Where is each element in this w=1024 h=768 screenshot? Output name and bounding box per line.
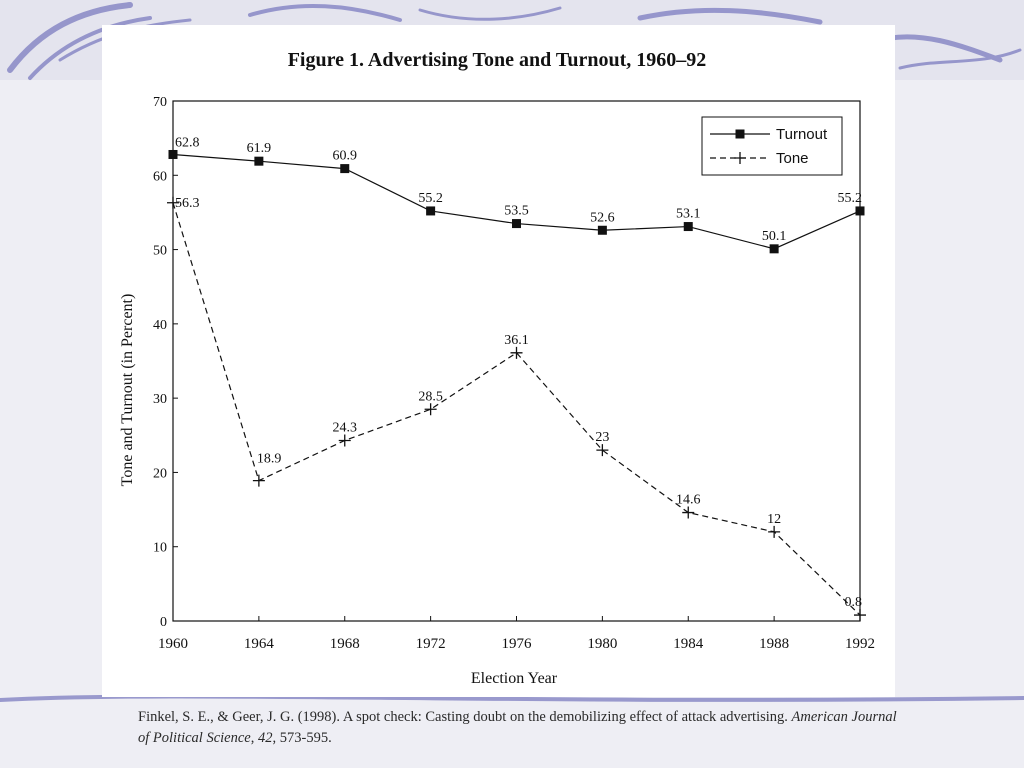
x-tick-label: 1980: [587, 636, 617, 652]
x-tick-label: 1972: [416, 636, 446, 652]
citation-journal: American Journal of Political Science: [138, 709, 897, 746]
legend: Turnout Tone: [701, 116, 843, 176]
data-label: 23: [595, 430, 609, 445]
series-tone: 56.3 18.9 24.3 28.5 36.1 23 14.6 12 0.8: [167, 196, 866, 622]
chart-title: Figure 1. Advertising Tone and Turnout, …: [288, 49, 707, 71]
data-label: 18.9: [257, 452, 282, 467]
x-tick-label: 1984: [673, 636, 704, 652]
data-point: [254, 156, 264, 166]
data-label: 61.9: [247, 141, 272, 156]
data-point: [596, 444, 609, 457]
x-tick-label: 1968: [330, 636, 360, 652]
data-label: 55.2: [418, 191, 443, 206]
data-label: 56.3: [175, 196, 200, 211]
data-point: [769, 244, 779, 254]
data-point: [510, 346, 523, 359]
data-point: [168, 149, 178, 159]
data-label: 12: [767, 512, 781, 527]
data-label: 28.5: [418, 389, 443, 404]
y-tick-label: 20: [153, 466, 167, 481]
x-axis-label: Election Year: [471, 670, 558, 687]
data-label: 60.9: [333, 149, 358, 164]
citation: Finkel, S. E., & Geer, J. G. (1998). A s…: [138, 707, 898, 749]
data-point: [768, 525, 781, 538]
data-point: [340, 164, 350, 174]
data-point: [854, 609, 866, 622]
x-tick-label: 1988: [759, 636, 789, 652]
data-label: 55.2: [838, 191, 863, 206]
citation-text: Finkel, S. E., & Geer, J. G. (1998). A s…: [138, 709, 792, 725]
series-layer: 62.8 61.9 60.955.253.5 52.6 53.150.155.256.3…: [167, 135, 866, 622]
x-tick-label: 1964: [244, 636, 275, 652]
y-axis: 0 10 20 30 40 50 60 70: [153, 95, 178, 630]
y-tick-label: 60: [153, 169, 167, 184]
plot-frame: [172, 100, 861, 622]
data-point: [512, 219, 521, 229]
citation-pages: , 573-595.: [272, 730, 332, 746]
y-tick-label: 0: [160, 615, 167, 630]
data-point: [338, 434, 351, 447]
y-axis-label: Tone and Turnout (in Percent): [119, 294, 136, 487]
line-chart: Figure 1. Advertising Tone and Turnout, …: [119, 49, 875, 687]
data-point: [682, 506, 695, 519]
data-point: [426, 206, 436, 216]
data-label: 53.1: [676, 207, 701, 222]
citation-volume: 42: [258, 730, 273, 746]
y-tick-label: 70: [153, 95, 167, 110]
x-tick-label: 1960: [158, 636, 188, 652]
data-label: 50.1: [762, 229, 787, 244]
y-tick-label: 50: [153, 244, 167, 259]
data-point: [252, 474, 265, 487]
y-tick-label: 40: [153, 318, 167, 333]
data-point: [424, 403, 437, 416]
data-label: 53.5: [504, 204, 529, 219]
data-point: [683, 222, 693, 232]
data-point: [597, 225, 607, 235]
data-label: 14.6: [676, 493, 701, 508]
data-label: 24.3: [333, 420, 358, 435]
data-label: 62.8: [175, 135, 200, 150]
citation-separator: ,: [250, 730, 258, 746]
figure-panel: Figure 1. Advertising Tone and Turnout, …: [102, 25, 895, 697]
legend-label: Tone: [776, 150, 809, 167]
legend-box: [701, 116, 843, 176]
y-tick-label: 30: [153, 392, 167, 407]
data-label: 36.1: [504, 333, 529, 348]
swirl-decoration: [0, 2, 1024, 702]
series-line: [172, 202, 861, 616]
x-tick-label: 1992: [845, 636, 875, 652]
data-label: 0.8: [845, 595, 863, 610]
legend-label: Turnout: [776, 126, 828, 143]
x-tick-label: 1976: [502, 636, 533, 652]
series-turnout: 62.8 61.9 60.9 55.2 53.5 52.6 53.1 50.1 55.2: [168, 135, 865, 254]
data-point: [167, 196, 179, 209]
data-label: 52.6: [590, 210, 615, 225]
y-tick-label: 10: [153, 541, 167, 556]
data-point: [735, 129, 745, 139]
x-axis: 1960 1964 1968 1972 1976 1980 1984 1988 1992: [158, 616, 875, 652]
data-point: [734, 152, 746, 164]
data-point: [855, 206, 865, 216]
